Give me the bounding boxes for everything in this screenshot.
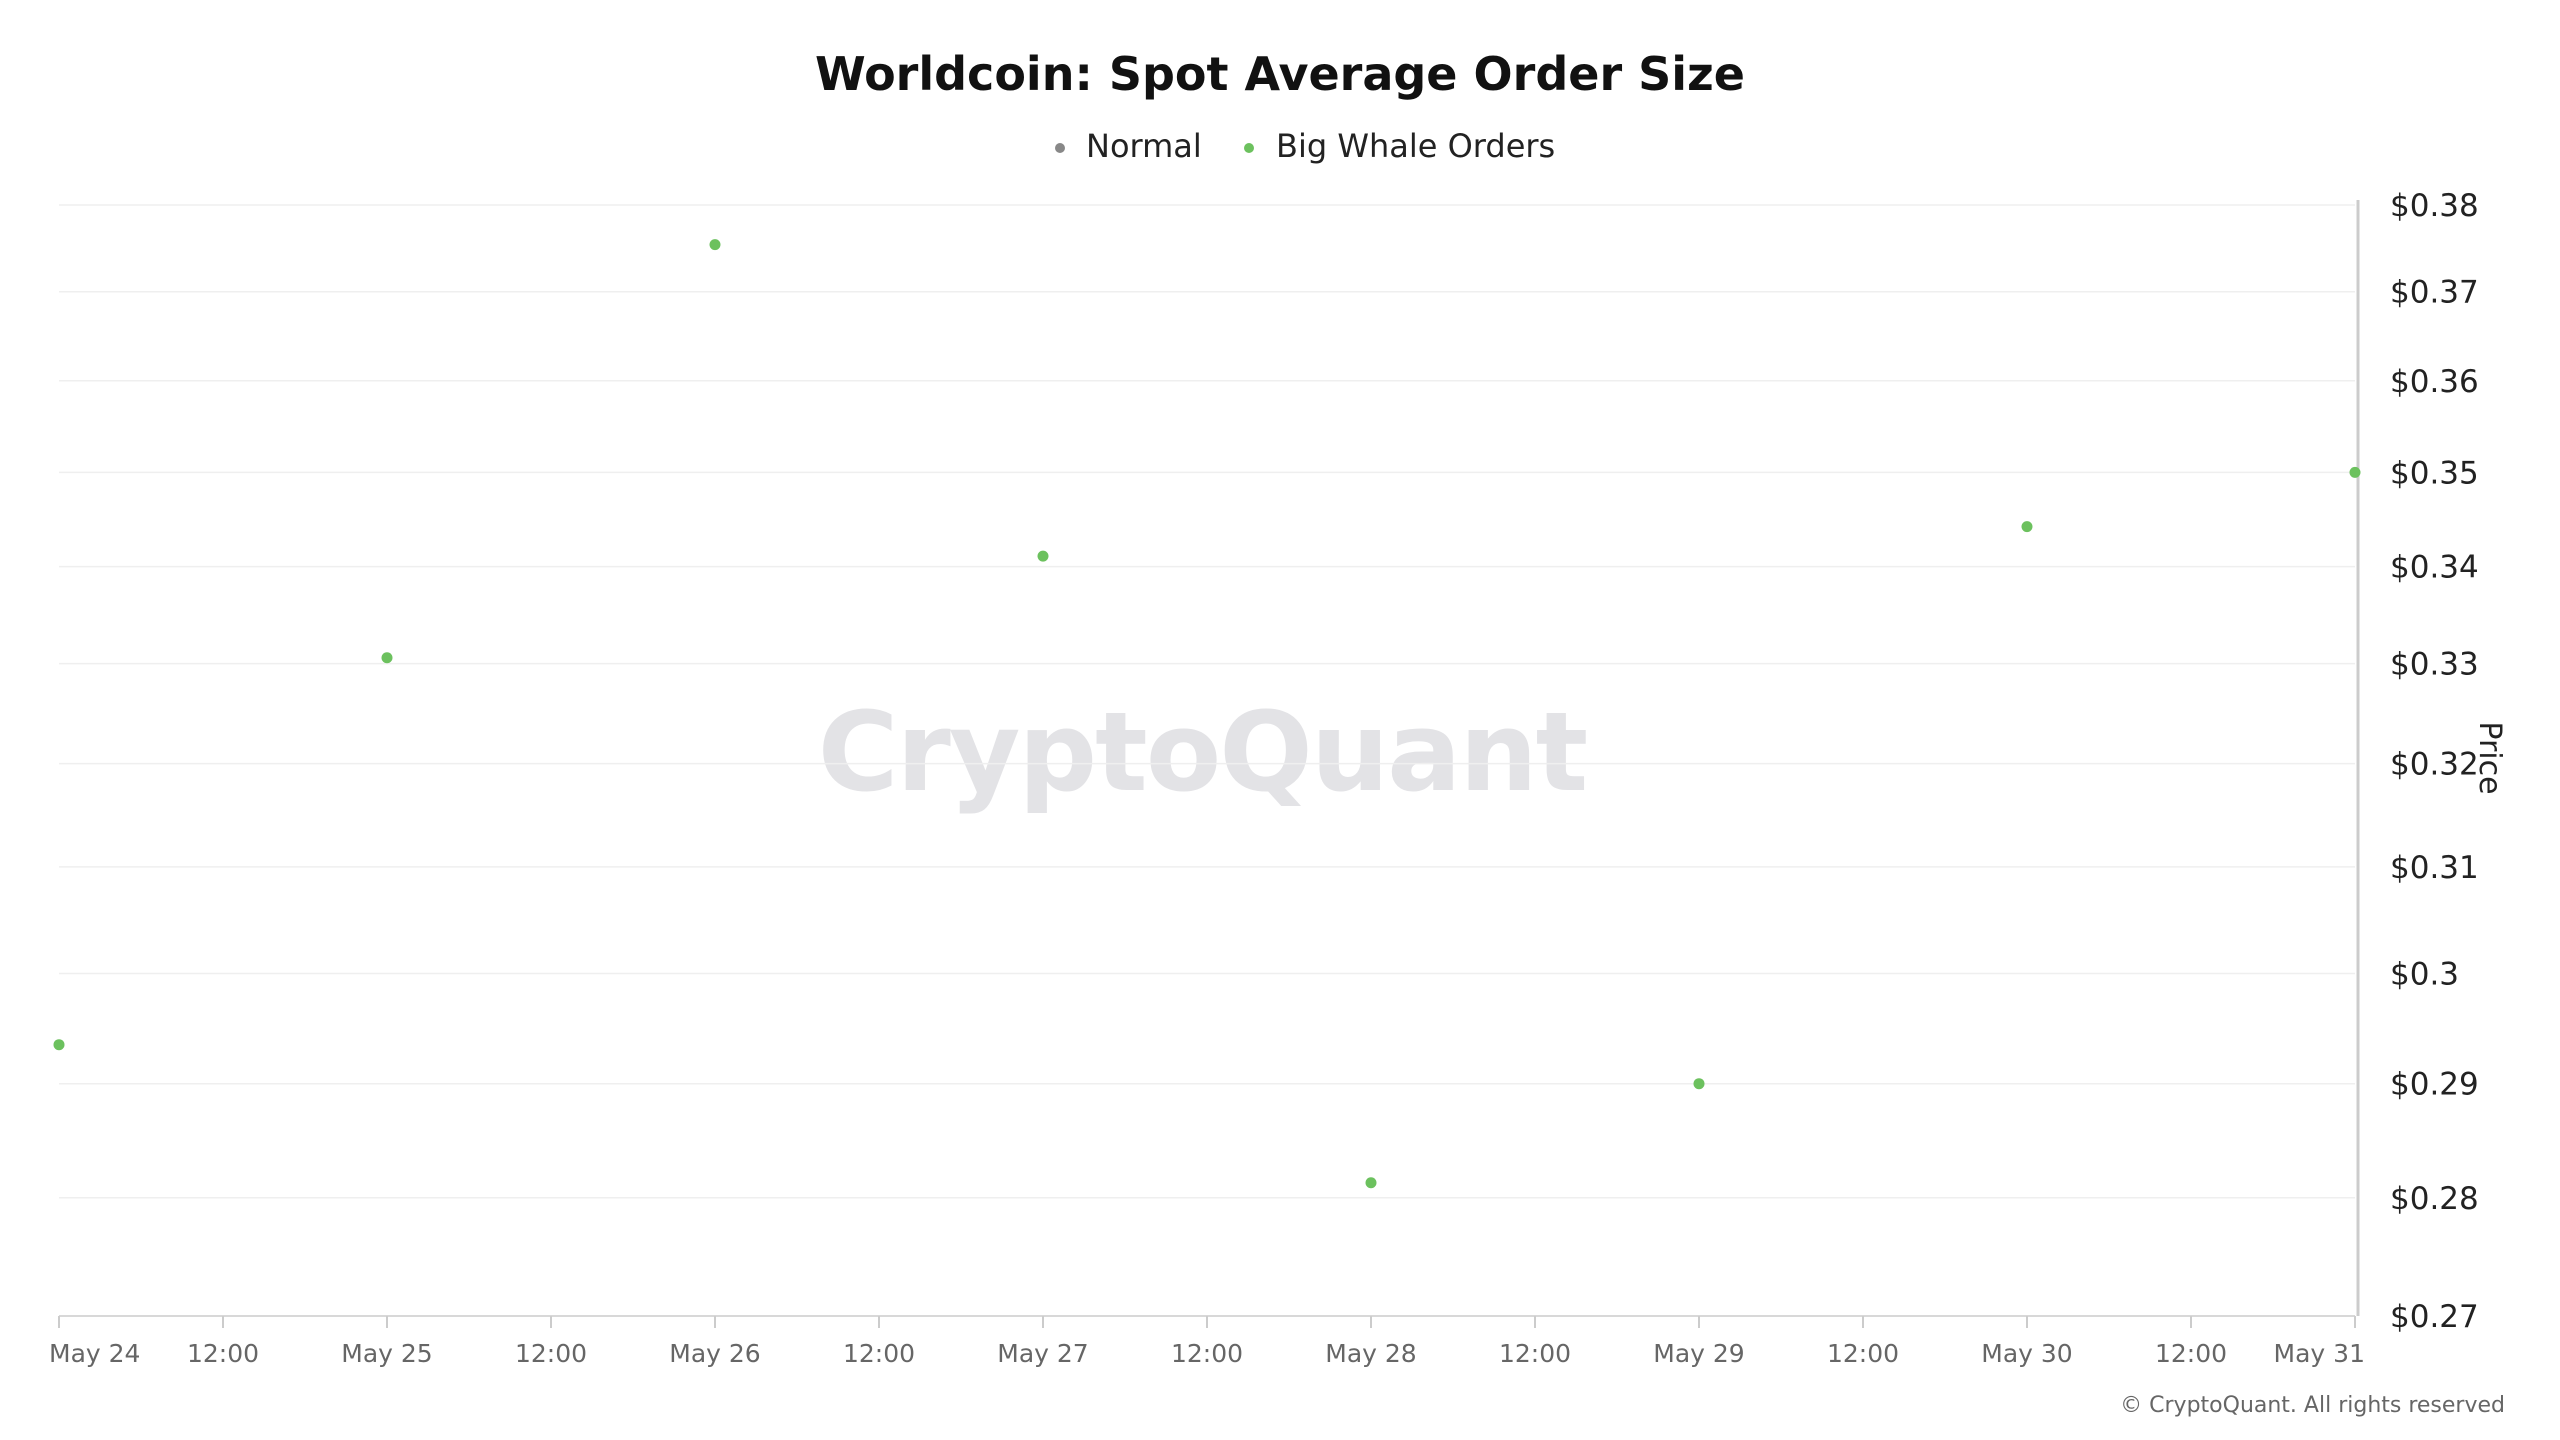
y-tick-label: $0.35 [2390, 455, 2479, 491]
x-tick-label: 12:00 [515, 1339, 587, 1368]
y-tick-label: $0.27 [2390, 1299, 2479, 1335]
x-tick-label: 12:00 [187, 1339, 259, 1368]
data-point[interactable] [381, 652, 393, 664]
y-tick-label: $0.29 [2390, 1067, 2479, 1103]
legend: Normal Big Whale Orders [1055, 127, 1555, 165]
data-point[interactable] [2349, 466, 2361, 478]
data-point[interactable] [53, 1039, 65, 1051]
legend-marker-normal [1055, 143, 1065, 153]
x-tick-label: May 31 [2274, 1339, 2365, 1368]
x-tick-label: 12:00 [843, 1339, 915, 1368]
y-tick-label: $0.31 [2390, 850, 2479, 886]
legend-label-normal[interactable]: Normal [1086, 127, 1202, 165]
x-tick-label: 12:00 [2155, 1339, 2227, 1368]
x-tick-label: May 28 [1325, 1339, 1416, 1368]
x-tick-label: May 25 [341, 1339, 432, 1368]
y-tick-label: $0.34 [2390, 550, 2479, 586]
x-tick-label: May 24 [49, 1339, 140, 1368]
y-tick-label: $0.28 [2390, 1181, 2479, 1217]
copyright-credit: © CryptoQuant. All rights reserved [2120, 1393, 2505, 1418]
y-tick-label: $0.36 [2390, 364, 2479, 400]
y-tick-label: $0.37 [2390, 275, 2479, 311]
data-point[interactable] [709, 239, 721, 251]
data-points [53, 239, 2361, 1189]
data-point[interactable] [1693, 1078, 1705, 1090]
y-tick-label: $0.33 [2390, 647, 2479, 683]
data-point[interactable] [1365, 1177, 1377, 1189]
x-tick-label: 12:00 [1827, 1339, 1899, 1368]
data-point[interactable] [2021, 521, 2033, 533]
legend-label-big-whale-orders[interactable]: Big Whale Orders [1276, 127, 1555, 165]
watermark: CryptoQuant [818, 688, 1587, 816]
x-tick-label: May 26 [669, 1339, 760, 1368]
chart-title: Worldcoin: Spot Average Order Size [815, 47, 1745, 101]
x-tick-label: 12:00 [1499, 1339, 1571, 1368]
x-tick-label: May 27 [997, 1339, 1088, 1368]
x-tick-label: 12:00 [1171, 1339, 1243, 1368]
x-axis: May 24 12:00 May 25 12:00 May 26 12:00 May 27 1… [49, 1316, 2365, 1368]
x-tick-label: May 29 [1653, 1339, 1744, 1368]
y-axis: $0.27 $0.28 $0.29 $0.3 $0.31 $0.32 $0.33 $0.34 $… [2390, 188, 2479, 1335]
y-tick-label: $0.3 [2390, 956, 2459, 992]
y-axis-label: Price [2472, 721, 2507, 794]
y-tick-label: $0.32 [2390, 747, 2479, 783]
legend-marker-big-whale-orders [1244, 143, 1254, 153]
gridlines [59, 204, 2355, 1199]
data-point[interactable] [1037, 550, 1049, 562]
y-tick-label: $0.38 [2390, 188, 2479, 224]
x-tick-label: May 30 [1981, 1339, 2072, 1368]
